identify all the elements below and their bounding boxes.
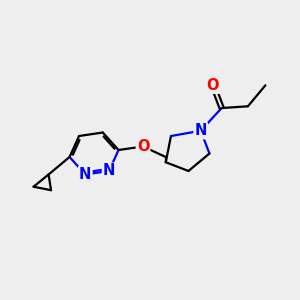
Text: N: N <box>194 123 207 138</box>
Text: N: N <box>103 164 115 178</box>
Text: N: N <box>79 167 92 182</box>
Text: O: O <box>207 78 219 93</box>
Text: O: O <box>137 139 149 154</box>
